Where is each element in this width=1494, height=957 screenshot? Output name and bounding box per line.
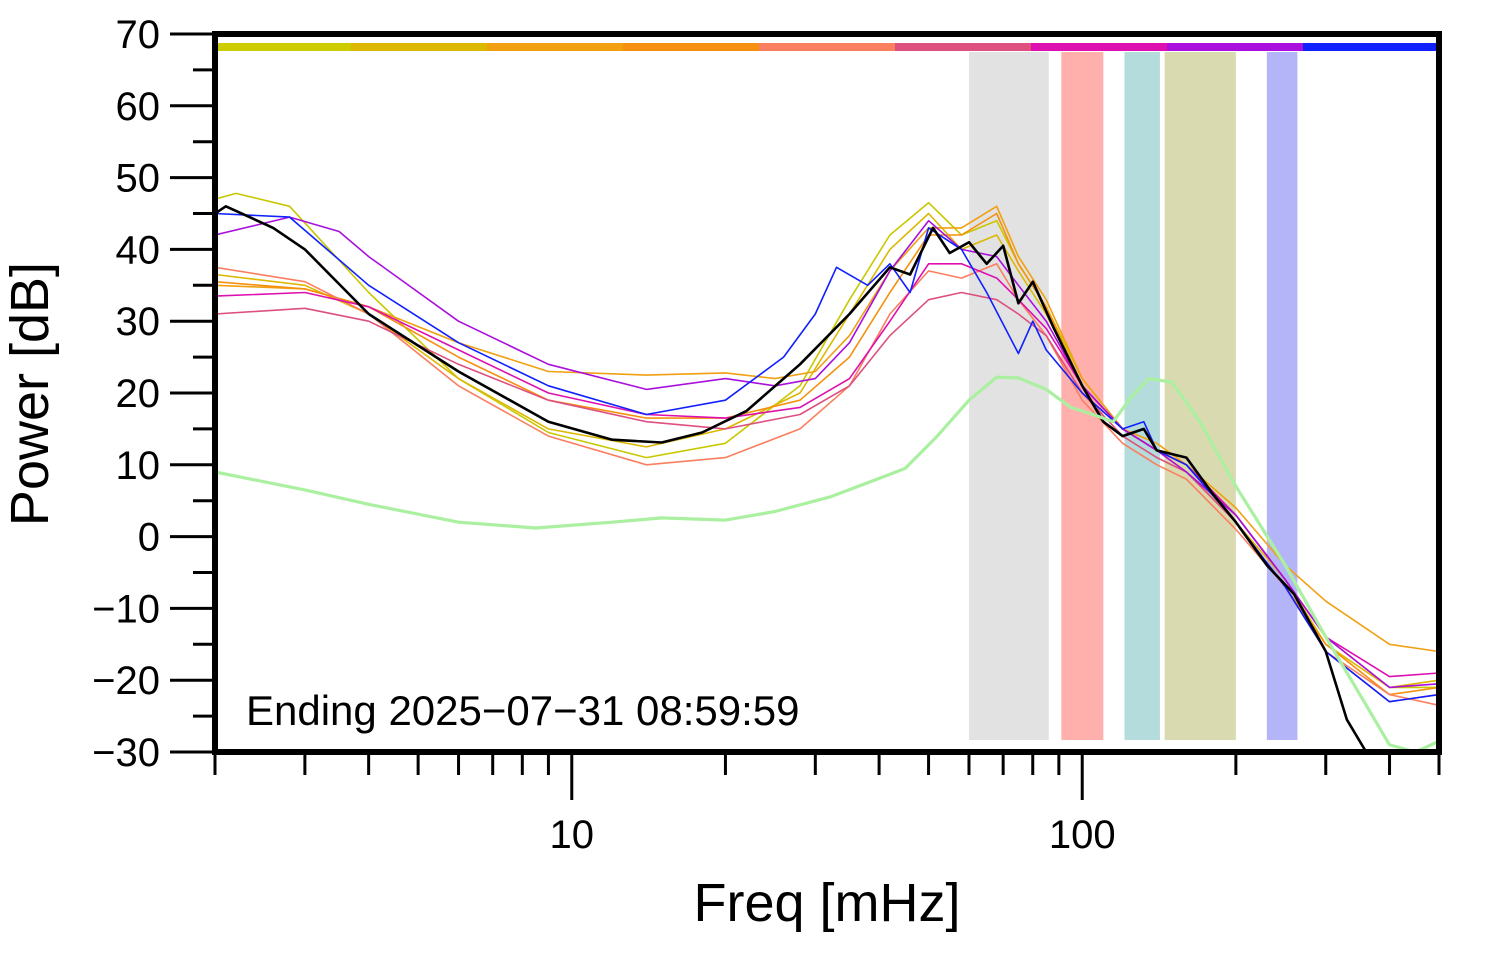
top-color-segment-8 [1167, 43, 1304, 51]
y-tick-label: −10 [92, 587, 160, 631]
y-tick-label: 60 [116, 85, 161, 129]
top-color-segment-3 [487, 43, 624, 51]
y-tick-label: 70 [116, 13, 161, 57]
plot-frame [212, 31, 1442, 755]
top-color-segment-1 [215, 43, 352, 51]
y-tick-label: 10 [116, 444, 161, 488]
top-color-segment-9 [1303, 43, 1440, 51]
series-line-5 [215, 263, 1439, 707]
x-axis: 10 100 [213, 752, 1441, 857]
x-tick-label: 10 [550, 813, 595, 857]
x-axis-label: Freq [mHz] [693, 873, 960, 933]
y-axis: 70 60 50 40 30 20 10 0 −10 −20 −30 [92, 13, 215, 775]
top-color-segment-4 [623, 43, 760, 51]
x-tick-label: 100 [1049, 813, 1116, 857]
top-color-segment-7 [1031, 43, 1168, 51]
band-3 [1124, 52, 1160, 740]
top-color-segment-5 [759, 43, 896, 51]
series-line-8 [215, 216, 1439, 689]
series-line-2 [215, 212, 1439, 689]
series-line-4 [215, 212, 1439, 696]
y-tick-label: 30 [116, 300, 161, 344]
y-tick-label: 0 [138, 516, 160, 560]
top-color-bar [215, 43, 1440, 51]
series-line-11 [215, 375, 1439, 752]
y-tick-label: 20 [116, 372, 161, 416]
series-line-9 [215, 212, 1439, 703]
series-line-7 [215, 263, 1439, 678]
y-axis-label: Power [dB] [0, 262, 60, 526]
y-tick-label: 50 [116, 157, 161, 201]
y-tick-label: 40 [116, 228, 161, 272]
ending-annotation: Ending 2025−07−31 08:59:59 [246, 687, 800, 734]
series-line-3 [215, 205, 1439, 653]
band-1 [968, 52, 1049, 740]
band-5 [1266, 52, 1298, 740]
band-4 [1164, 52, 1236, 740]
y-tick-label: −20 [92, 659, 160, 703]
y-tick-label: −30 [92, 731, 160, 775]
top-color-segment-2 [351, 43, 488, 51]
series-line-10 [215, 205, 1368, 752]
top-color-segment-6 [895, 43, 1032, 51]
series-line-1 [215, 192, 1439, 689]
series-lines [215, 192, 1439, 752]
